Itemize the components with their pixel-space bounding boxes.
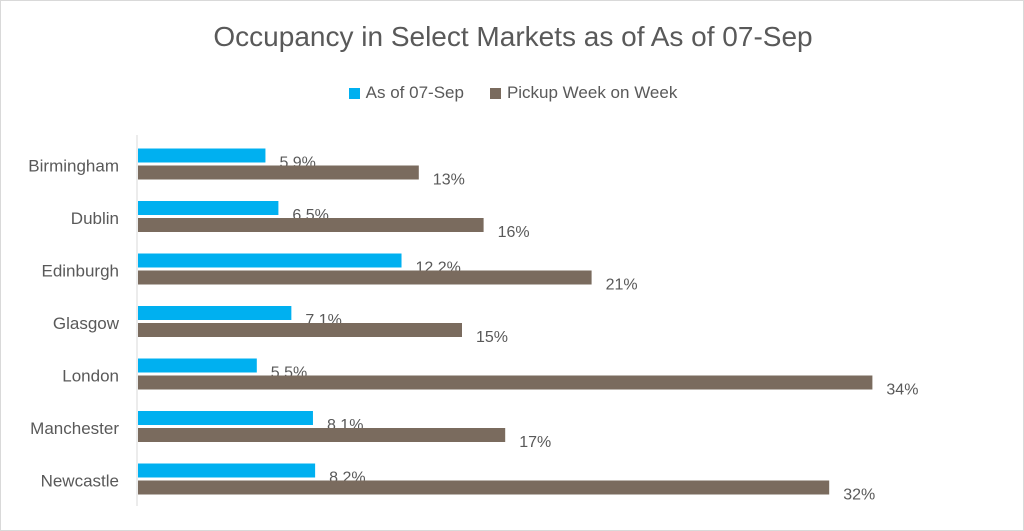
bar-pickup-newcastle — [138, 480, 830, 495]
bar-as-of-london — [138, 358, 257, 373]
category-label-birmingham: Birmingham — [28, 157, 119, 176]
category-label-newcastle: Newcastle — [41, 472, 119, 491]
legend-swatch-as-of — [348, 87, 360, 99]
bar-pickup-birmingham — [138, 165, 419, 180]
category-label-glasgow: Glasgow — [53, 314, 120, 333]
legend-label-as-of: As of 07-Sep — [365, 83, 464, 102]
legend-item-as-of: As of 07-Sep — [348, 83, 464, 103]
bar-as-of-glasgow — [138, 306, 292, 320]
category-label-manchester: Manchester — [30, 419, 119, 438]
bar-as-of-dublin — [138, 201, 279, 215]
bar-as-of-newcastle — [138, 463, 316, 478]
chart-title: Occupancy in Select Markets as of As of … — [213, 21, 813, 52]
data-label-pickup-london: 34% — [886, 382, 918, 399]
data-label-pickup-manchester: 17% — [519, 434, 551, 451]
bar-pickup-glasgow — [138, 323, 462, 337]
data-label-pickup-edinburgh: 21% — [606, 277, 638, 294]
bar-pickup-edinburgh — [138, 270, 592, 285]
legend: As of 07-Sep Pickup Week on Week — [1, 83, 1024, 103]
category-label-london: London — [62, 367, 119, 386]
bar-pickup-dublin — [138, 218, 484, 232]
legend-swatch-pickup — [489, 87, 501, 99]
category-label-edinburgh: Edinburgh — [41, 262, 119, 281]
data-label-pickup-newcastle: 32% — [843, 487, 875, 504]
bar-as-of-birmingham — [138, 148, 266, 163]
legend-item-pickup: Pickup Week on Week — [489, 83, 678, 103]
data-label-pickup-birmingham: 13% — [433, 172, 465, 189]
bar-as-of-manchester — [138, 411, 313, 425]
category-label-dublin: Dublin — [71, 209, 119, 228]
bar-pickup-london — [138, 375, 873, 390]
bar-as-of-edinburgh — [138, 253, 402, 268]
legend-label-pickup: Pickup Week on Week — [506, 83, 678, 102]
data-label-pickup-dublin: 16% — [498, 224, 530, 241]
data-label-pickup-glasgow: 15% — [476, 329, 508, 346]
bar-pickup-manchester — [138, 428, 506, 442]
